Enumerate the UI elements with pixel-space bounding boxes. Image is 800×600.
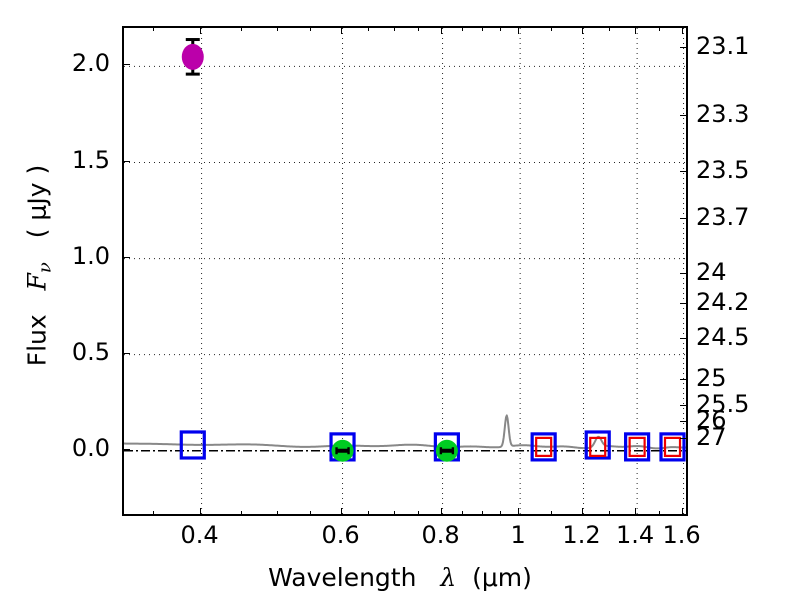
x-minor-tick-top: [659, 27, 661, 31]
x-minor-tick-top: [418, 27, 420, 31]
y-axis-left-prefix: Flux: [22, 314, 52, 367]
x-tick-top-1: [518, 27, 520, 34]
y-right-tick-23.7: [680, 217, 687, 219]
x-tick-1: [518, 508, 520, 515]
x-axis-title: Wavelength λ (μm): [0, 563, 800, 592]
y-axis-left-unit: ( μJy ): [22, 164, 52, 239]
y-right-tick-label-23.5: 23.5: [696, 155, 750, 184]
x-tick-top-0.8: [440, 27, 442, 34]
x-minor-tick: [681, 511, 683, 515]
y-left-tick-label-2.0: 2.0: [71, 49, 110, 78]
x-minor-tick-top: [551, 27, 553, 31]
y-left-tick-1.0: [123, 256, 130, 258]
y-left-tick-label-1.0: 1.0: [71, 241, 110, 270]
x-minor-tick: [153, 511, 155, 515]
y-right-tick-label-24.2: 24.2: [696, 287, 750, 316]
y-left-tick-0.0: [123, 448, 130, 450]
x-minor-tick-top: [394, 27, 396, 31]
x-axis-symbol: λ: [440, 563, 457, 592]
x-minor-tick-top: [240, 27, 242, 31]
x-minor-tick-top: [609, 27, 611, 31]
x-minor-tick: [659, 511, 661, 515]
x-tick-0.8: [440, 508, 442, 515]
y-axis-left-subscript: ν: [34, 262, 56, 274]
x-minor-tick: [500, 511, 502, 515]
x-minor-tick: [394, 511, 396, 515]
y-right-tick-label-25: 25: [696, 363, 727, 392]
x-tick-label-1: 1: [510, 521, 526, 549]
y-right-tick-24: [680, 273, 687, 275]
x-minor-tick-top: [153, 27, 155, 31]
x-minor-tick-top: [277, 27, 279, 31]
y-left-tick-1.5: [123, 160, 130, 162]
y-right-tick-24.5: [680, 338, 687, 340]
x-tick-0.6: [340, 508, 342, 515]
y-right-tick-24.2: [680, 302, 687, 304]
x-minor-tick-top: [310, 27, 312, 31]
y-right-tick-23.5: [680, 170, 687, 172]
x-minor-tick: [461, 511, 463, 515]
x-minor-tick: [310, 511, 312, 515]
x-tick-top-0.6: [340, 27, 342, 34]
x-minor-tick: [240, 511, 242, 515]
y-right-tick-label-24.5: 24.5: [696, 323, 750, 352]
y-axis-left-title: Flux Fν ( μJy ): [22, 31, 55, 501]
x-minor-tick-top: [681, 27, 683, 31]
x-minor-tick: [551, 511, 553, 515]
x-tick-label-1.2: 1.2: [562, 521, 601, 549]
y-left-tick-label-0.5: 0.5: [71, 337, 110, 366]
x-minor-tick: [481, 511, 483, 515]
x-minor-tick-top: [500, 27, 502, 31]
y-right-tick-27: [680, 437, 687, 439]
x-minor-tick-top: [481, 27, 483, 31]
y-right-tick-label-26: 26: [696, 405, 727, 434]
y-right-tick-label-23.3: 23.3: [696, 99, 750, 128]
y-left-tick-label-0.0: 0.0: [71, 433, 110, 462]
x-tick-label-0.8: 0.8: [421, 521, 460, 549]
y-left-tick-2.0: [123, 64, 130, 66]
plot-area: [122, 26, 688, 516]
y-right-tick-23.3: [680, 114, 687, 116]
data-markers-layer: [179, 38, 686, 462]
x-minor-tick: [368, 511, 370, 515]
x-tick-0.4: [199, 508, 201, 515]
x-tick-label-1.6: 1.6: [662, 521, 701, 549]
y-right-tick-25.5: [680, 404, 687, 406]
y-right-tick-label-25.5: 25.5: [696, 389, 750, 418]
x-minor-tick: [418, 511, 420, 515]
y-axis-left-symbol: F: [22, 273, 52, 291]
y-right-tick-label-24: 24: [696, 258, 727, 287]
x-tick-top-1.4: [635, 27, 637, 34]
x-axis-unit: (μm): [472, 563, 532, 592]
grid-layer: [124, 28, 686, 514]
x-axis-title-text: Wavelength: [268, 563, 417, 592]
y-left-tick-0.5: [123, 352, 130, 354]
x-tick-top-0.4: [199, 27, 201, 34]
x-minor-tick-top: [368, 27, 370, 31]
y-right-tick-25: [680, 378, 687, 380]
x-tick-top-1.2: [581, 27, 583, 34]
x-tick-1.2: [581, 508, 583, 515]
y-right-tick-label-23.1: 23.1: [696, 32, 750, 61]
y-right-tick-23.1: [680, 47, 687, 49]
y-right-tick-label-23.7: 23.7: [696, 202, 750, 231]
y-left-tick-label-1.5: 1.5: [71, 145, 110, 174]
x-minor-tick-top: [461, 27, 463, 31]
x-minor-tick: [609, 511, 611, 515]
model-spectrum-layer: [124, 414, 686, 450]
plot-canvas: [124, 28, 686, 514]
x-minor-tick: [277, 511, 279, 515]
y-right-tick-26: [680, 420, 687, 422]
x-tick-label-1.4: 1.4: [616, 521, 655, 549]
x-tick-label-0.4: 0.4: [180, 521, 219, 549]
y-right-tick-label-27: 27: [696, 422, 727, 451]
x-tick-1.4: [635, 508, 637, 515]
x-tick-label-0.6: 0.6: [321, 521, 360, 549]
